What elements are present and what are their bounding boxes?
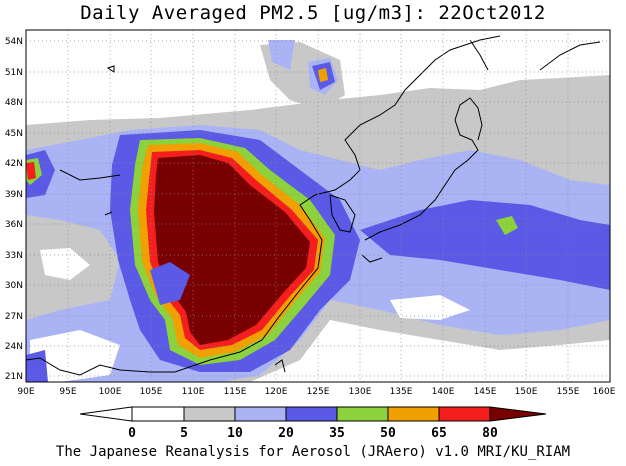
map-frame <box>25 29 611 383</box>
band-50-65 <box>318 68 328 82</box>
colorbar-label: 10 <box>227 426 243 441</box>
colorbar-segment-5 <box>183 406 236 422</box>
band-10-20 <box>268 40 295 70</box>
coastlines <box>26 35 601 376</box>
colorbar-segment-0 <box>131 406 185 422</box>
colorbar-over-arrow <box>489 406 547 422</box>
colorbar-label: 5 <box>180 426 188 441</box>
latitude-labels: 21N 24N 27N 30N 33N 36N 39N 42N 45N 48N … <box>5 37 23 382</box>
lat-label: 33N <box>5 251 23 261</box>
lat-label: 30N <box>5 281 23 291</box>
band-0-5 <box>30 330 120 382</box>
colorbar-label: 35 <box>329 426 345 441</box>
lat-label: 36N <box>5 220 23 230</box>
lon-label: 105E <box>140 387 163 397</box>
colorbar-under-arrow <box>80 406 133 422</box>
band-20-35 <box>360 200 610 290</box>
longitude-labels: 90E 95E 100E 105E 110E 115E 120E 125E 13… <box>17 387 615 397</box>
colorbar-segment-50 <box>387 406 440 422</box>
concentration-field <box>26 30 610 382</box>
lat-label: 42N <box>5 159 23 169</box>
lat-label: 39N <box>5 190 23 200</box>
colorbar-label: 65 <box>431 426 447 441</box>
lat-label: 24N <box>5 342 23 352</box>
lon-label: 95E <box>59 387 76 397</box>
lon-label: 115E <box>224 387 247 397</box>
colorbar-label: 50 <box>380 426 396 441</box>
lon-label: 120E <box>265 387 288 397</box>
lon-label: 135E <box>390 387 413 397</box>
graticule <box>26 30 610 382</box>
lat-label: 45N <box>5 129 23 139</box>
lon-label: 90E <box>17 387 34 397</box>
colorbar-segment-65 <box>438 406 491 422</box>
lon-label: 110E <box>182 387 205 397</box>
band-0-5 <box>40 248 90 280</box>
colorbar: 0 5 10 20 35 50 65 80 <box>80 406 547 441</box>
band-65-80 <box>26 162 36 180</box>
lon-label: 130E <box>349 387 372 397</box>
lon-label: 140E <box>432 387 455 397</box>
lat-label: 54N <box>5 37 23 47</box>
lat-label: 48N <box>5 98 23 108</box>
band-35-50 <box>496 216 518 235</box>
band-20-35 <box>26 350 48 382</box>
lat-label: 51N <box>5 68 23 78</box>
lon-label: 145E <box>474 387 497 397</box>
lat-label: 27N <box>5 312 23 322</box>
colorbar-segment-35 <box>336 406 389 422</box>
colorbar-label: 20 <box>278 426 294 441</box>
map-title: Daily Averaged PM2.5 [ug/m3]: 22Oct2012 <box>80 2 546 24</box>
credit-line: The Japanese Reanalysis for Aerosol (JRA… <box>55 444 571 460</box>
lat-label: 21N <box>5 372 23 382</box>
lon-label: 160E <box>593 387 616 397</box>
lon-label: 155E <box>557 387 580 397</box>
band-0-5 <box>390 295 470 320</box>
colorbar-labels: 0 5 10 20 35 50 65 80 <box>128 426 498 441</box>
lon-label: 150E <box>515 387 538 397</box>
colorbar-label: 0 <box>128 426 136 441</box>
lon-label: 125E <box>307 387 330 397</box>
colorbar-segment-10 <box>234 406 287 422</box>
colorbar-segment-20 <box>285 406 338 422</box>
colorbar-label: 80 <box>482 426 498 441</box>
lon-label: 100E <box>99 387 122 397</box>
band-0-5 <box>150 262 190 305</box>
